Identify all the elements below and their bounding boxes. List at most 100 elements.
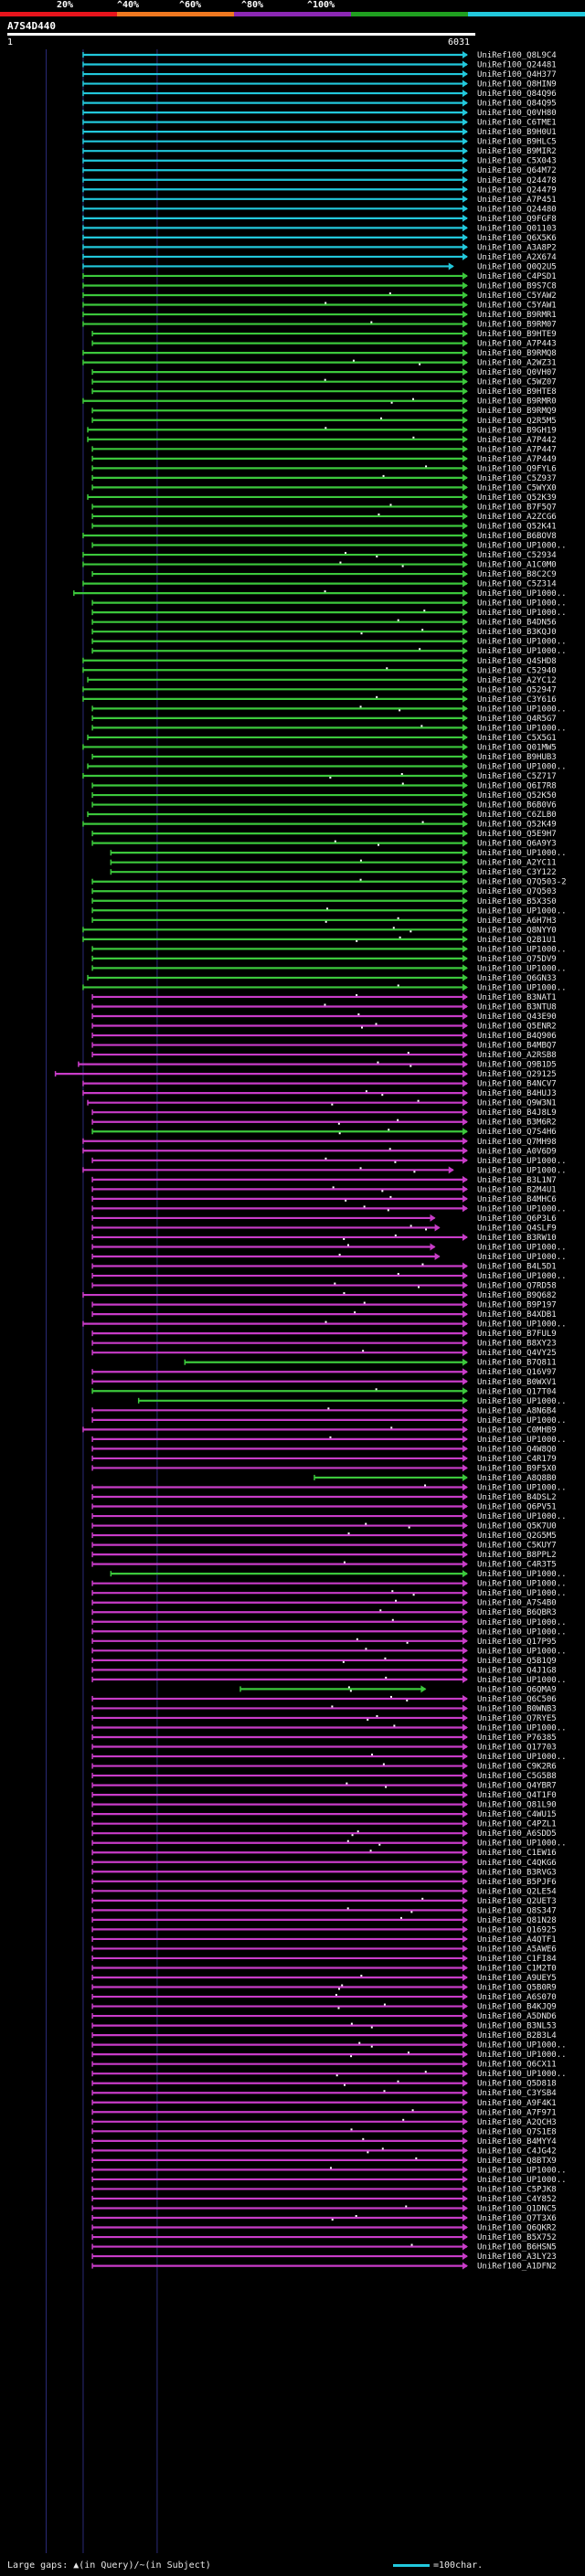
hit-label[interactable]: UniRef100_B9MIR2 <box>477 147 557 156</box>
hit-label[interactable]: UniRef100_A6S070 <box>477 1993 557 2002</box>
hit-row[interactable]: UniRef100_B3NTU8 <box>91 1002 557 1012</box>
hit-label[interactable]: UniRef100_Q5E9H7 <box>477 830 557 839</box>
hit-row[interactable]: UniRef100_Q5B0R9 <box>91 1983 557 1993</box>
hit-row[interactable]: UniRef100_A8Q8B0 <box>314 1473 557 1483</box>
hit-row[interactable]: UniRef100_A9UEY5 <box>91 1974 557 1983</box>
hit-label[interactable]: UniRef100_UP1000.. <box>477 1647 567 1656</box>
hit-label[interactable]: UniRef100_B3RW10 <box>477 1234 557 1243</box>
hit-label[interactable]: UniRef100_C1EW16 <box>477 1849 557 1858</box>
hit-label[interactable]: UniRef100_B6QBR3 <box>477 1608 557 1617</box>
hit-label[interactable]: UniRef100_C5WYX0 <box>477 483 557 493</box>
hit-label[interactable]: UniRef100_UP1000.. <box>477 1753 567 1762</box>
hit-label[interactable]: UniRef100_Q24481 <box>477 61 557 70</box>
hit-row[interactable]: UniRef100_C3YSB4 <box>91 2089 557 2098</box>
hit-label[interactable]: UniRef100_C5Z937 <box>477 474 557 483</box>
hit-row[interactable]: UniRef100_Q0VH07 <box>91 368 557 377</box>
hit-label[interactable]: UniRef100_Q29125 <box>477 1070 557 1079</box>
hit-row[interactable]: UniRef100_B9Q682 <box>82 1291 557 1300</box>
hit-label[interactable]: UniRef100_B6HSN5 <box>477 2243 557 2253</box>
hit-row[interactable]: UniRef100_B6BOV8 <box>82 532 557 541</box>
hit-row[interactable]: UniRef100_Q52947 <box>82 685 557 694</box>
hit-label[interactable]: UniRef100_Q5D818 <box>477 2080 557 2089</box>
hit-label[interactable]: UniRef100_C6TME1 <box>477 119 557 128</box>
hit-label[interactable]: UniRef100_A2QCH3 <box>477 2118 557 2127</box>
hit-label[interactable]: UniRef100_Q0VH80 <box>477 109 557 118</box>
hit-row[interactable]: UniRef100_B9HTE9 <box>91 330 557 339</box>
hit-row[interactable]: UniRef100_C5WZ07 <box>91 377 557 387</box>
hit-row[interactable]: UniRef100_UP1000.. <box>91 609 567 618</box>
hit-label[interactable]: UniRef100_Q16V97 <box>477 1368 557 1377</box>
hit-row[interactable]: UniRef100_Q5B1Q9 <box>91 1656 557 1666</box>
hit-label[interactable]: UniRef100_P76385 <box>477 1733 557 1743</box>
hit-label[interactable]: UniRef100_Q4VY25 <box>477 1349 557 1358</box>
hit-label[interactable]: UniRef100_B9S7C8 <box>477 281 557 291</box>
hit-row[interactable]: UniRef100_C9K2R6 <box>91 1762 557 1772</box>
hit-label[interactable]: UniRef100_UP1000.. <box>477 1272 567 1281</box>
hit-label[interactable]: UniRef100_C3Y122 <box>477 868 557 877</box>
hit-row[interactable]: UniRef100_B4MBQ7 <box>91 1041 557 1051</box>
hit-row[interactable]: UniRef100_Q7Q503 <box>91 887 557 896</box>
hit-label[interactable]: UniRef100_Q84Q95 <box>477 100 557 109</box>
hit-label[interactable]: UniRef100_C4R3T5 <box>477 1561 557 1570</box>
hit-label[interactable]: UniRef100_B7F5Q7 <box>477 503 557 512</box>
hit-row[interactable]: UniRef100_Q9FGF8 <box>82 214 557 224</box>
hit-row[interactable]: UniRef100_UP1000.. <box>91 647 567 656</box>
hit-row[interactable]: UniRef100_Q2UET3 <box>91 1896 557 1906</box>
hit-row[interactable]: UniRef100_A8N6B4 <box>91 1406 557 1415</box>
hit-label[interactable]: UniRef100_B9GH19 <box>477 426 557 435</box>
hit-label[interactable]: UniRef100_B4DSL2 <box>477 1493 557 1502</box>
hit-row[interactable]: UniRef100_B9S7C8 <box>82 281 557 291</box>
hit-row[interactable]: UniRef100_B9MIR2 <box>82 147 557 156</box>
hit-label[interactable]: UniRef100_C4WU15 <box>477 1810 557 1819</box>
hit-label[interactable]: UniRef100_B7Q811 <box>477 1359 557 1368</box>
hit-row[interactable]: UniRef100_UP1000.. <box>91 1483 567 1492</box>
hit-label[interactable]: UniRef100_UP1000.. <box>477 1397 567 1406</box>
hit-label[interactable]: UniRef100_Q8NYY0 <box>477 926 557 935</box>
hit-row[interactable]: UniRef100_B7Q811 <box>184 1358 557 1368</box>
hit-label[interactable]: UniRef100_Q4R5G7 <box>477 715 557 724</box>
hit-label[interactable]: UniRef100_Q6I7R8 <box>477 782 557 791</box>
hit-label[interactable]: UniRef100_UP1000.. <box>477 1416 567 1426</box>
hit-row[interactable]: UniRef100_Q7S1E8 <box>91 2127 557 2136</box>
hit-label[interactable]: UniRef100_UP1000.. <box>477 2176 567 2185</box>
hit-row[interactable]: UniRef100_B4XDB1 <box>91 1310 557 1320</box>
hit-row[interactable]: UniRef100_Q01MW5 <box>82 743 557 752</box>
hit-row[interactable]: UniRef100_Q0VH80 <box>82 109 557 118</box>
hit-label[interactable]: UniRef100_B4L5D1 <box>477 1263 557 1272</box>
hit-label[interactable]: UniRef100_Q2R5M5 <box>477 417 557 426</box>
hit-label[interactable]: UniRef100_Q75DV9 <box>477 955 557 964</box>
hit-row[interactable]: UniRef100_C6TME1 <box>82 118 557 128</box>
hit-label[interactable]: UniRef100_Q1DNC5 <box>477 2204 557 2213</box>
hit-row[interactable]: UniRef100_Q24480 <box>82 205 557 214</box>
hit-label[interactable]: UniRef100_Q4J1G8 <box>477 1666 557 1675</box>
hit-label[interactable]: UniRef100_B2B3L4 <box>477 2031 557 2041</box>
hit-label[interactable]: UniRef100_Q7RYE5 <box>477 1714 557 1723</box>
hit-label[interactable]: UniRef100_B6B0V6 <box>477 801 557 811</box>
hit-label[interactable]: UniRef100_Q84Q96 <box>477 90 557 99</box>
hit-label[interactable]: UniRef100_Q6C506 <box>477 1695 557 1704</box>
hit-row[interactable]: UniRef100_Q2B1U1 <box>82 935 557 945</box>
hit-label[interactable]: UniRef100_B3M6R2 <box>477 1118 557 1128</box>
hit-label[interactable]: UniRef100_UP1000.. <box>477 964 567 973</box>
hit-label[interactable]: UniRef100_Q4H377 <box>477 70 557 80</box>
hit-label[interactable]: UniRef100_Q6GN33 <box>477 974 557 983</box>
hit-row[interactable]: UniRef100_B0WNB3 <box>91 1704 557 1713</box>
hit-row[interactable]: UniRef100_A0V6D9 <box>82 1147 557 1156</box>
hit-label[interactable]: UniRef100_Q43E90 <box>477 1012 557 1022</box>
hit-row[interactable]: UniRef100_A3LY23 <box>91 2253 557 2262</box>
hit-row[interactable]: UniRef100_Q7Q503-2 <box>91 877 567 887</box>
hit-label[interactable]: UniRef100_Q24479 <box>477 186 557 195</box>
hit-row[interactable]: UniRef100_B4L5D1 <box>91 1262 557 1272</box>
hit-label[interactable]: UniRef100_Q2LE54 <box>477 1887 557 1896</box>
hit-row[interactable]: UniRef100_C52934 <box>82 551 557 560</box>
hit-label[interactable]: UniRef100_Q8S347 <box>477 1906 557 1915</box>
hit-row[interactable]: UniRef100_B9H0U1 <box>82 128 557 137</box>
hit-label[interactable]: UniRef100_B5X3S0 <box>477 897 557 906</box>
hit-row[interactable]: UniRef100_Q5E9H7 <box>91 830 557 839</box>
hit-row[interactable]: UniRef100_B4KJQ9 <box>91 2002 557 2012</box>
hit-row[interactable]: UniRef100_UP1000.. <box>87 762 567 771</box>
hit-row[interactable]: UniRef100_B9RMQ8 <box>82 349 557 358</box>
hit-row[interactable]: UniRef100_B9RMQ9 <box>91 407 557 416</box>
hit-row[interactable]: UniRef100_UP1000.. <box>91 1617 567 1627</box>
hit-label[interactable]: UniRef100_C3Y616 <box>477 695 557 705</box>
